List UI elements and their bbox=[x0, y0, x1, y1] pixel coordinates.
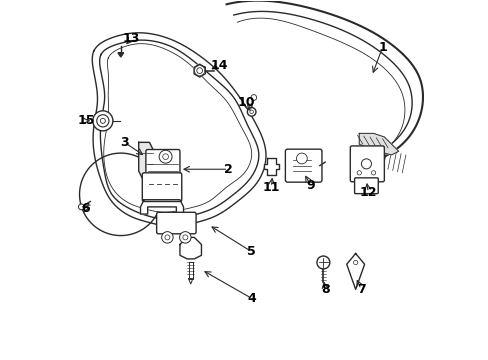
Polygon shape bbox=[100, 40, 258, 220]
Circle shape bbox=[162, 231, 173, 243]
Polygon shape bbox=[188, 279, 192, 284]
Circle shape bbox=[371, 171, 375, 175]
Text: 13: 13 bbox=[122, 32, 140, 45]
Text: 7: 7 bbox=[356, 283, 365, 296]
Circle shape bbox=[247, 108, 255, 116]
FancyBboxPatch shape bbox=[156, 212, 196, 234]
Circle shape bbox=[196, 68, 202, 73]
Text: 2: 2 bbox=[224, 163, 232, 176]
Polygon shape bbox=[92, 33, 265, 226]
FancyBboxPatch shape bbox=[145, 149, 180, 178]
Text: 11: 11 bbox=[262, 181, 280, 194]
FancyBboxPatch shape bbox=[142, 173, 182, 202]
Text: 3: 3 bbox=[120, 136, 128, 149]
Polygon shape bbox=[180, 237, 201, 259]
Circle shape bbox=[316, 256, 329, 269]
Text: 15: 15 bbox=[77, 114, 95, 127]
Circle shape bbox=[97, 115, 109, 127]
Text: 12: 12 bbox=[359, 186, 376, 199]
FancyBboxPatch shape bbox=[354, 178, 378, 194]
Circle shape bbox=[179, 231, 191, 243]
Polygon shape bbox=[264, 158, 278, 175]
Text: 8: 8 bbox=[320, 283, 329, 296]
Text: 10: 10 bbox=[237, 96, 255, 109]
Circle shape bbox=[164, 235, 169, 240]
Circle shape bbox=[249, 110, 253, 114]
Polygon shape bbox=[118, 53, 123, 57]
Circle shape bbox=[296, 153, 306, 164]
Polygon shape bbox=[139, 142, 160, 182]
Polygon shape bbox=[359, 134, 398, 155]
Polygon shape bbox=[140, 200, 183, 214]
Polygon shape bbox=[194, 64, 205, 77]
Text: 4: 4 bbox=[247, 292, 256, 305]
Circle shape bbox=[250, 95, 256, 100]
Polygon shape bbox=[226, 1, 422, 166]
FancyBboxPatch shape bbox=[349, 146, 384, 182]
Circle shape bbox=[353, 260, 357, 265]
FancyBboxPatch shape bbox=[285, 149, 321, 182]
Polygon shape bbox=[346, 253, 364, 289]
Circle shape bbox=[100, 118, 105, 123]
Text: 14: 14 bbox=[210, 59, 228, 72]
Text: 9: 9 bbox=[306, 179, 314, 192]
Circle shape bbox=[163, 154, 168, 159]
Text: 1: 1 bbox=[377, 41, 386, 54]
Circle shape bbox=[78, 204, 84, 210]
Circle shape bbox=[361, 159, 371, 169]
Circle shape bbox=[183, 235, 187, 240]
Circle shape bbox=[93, 111, 113, 131]
Text: 5: 5 bbox=[247, 245, 256, 258]
Circle shape bbox=[159, 150, 172, 163]
Circle shape bbox=[356, 171, 361, 175]
Text: 6: 6 bbox=[81, 202, 90, 215]
